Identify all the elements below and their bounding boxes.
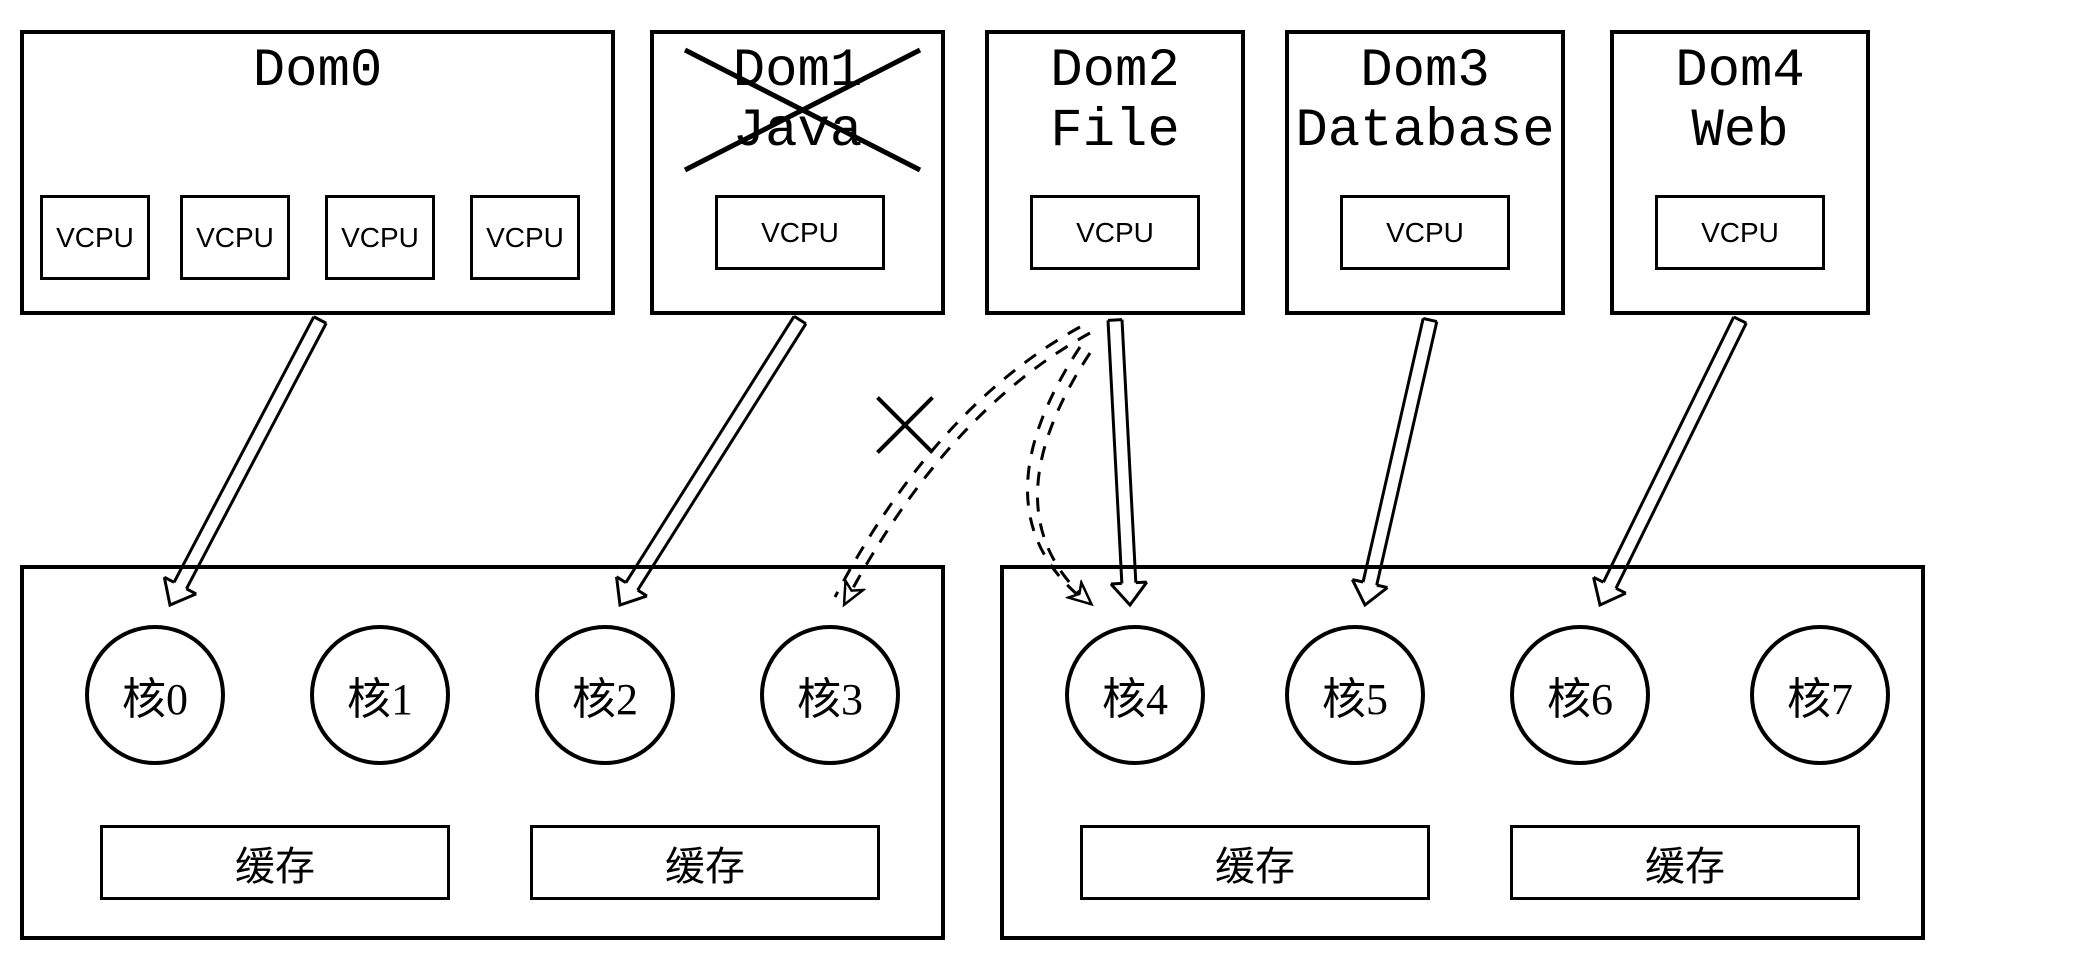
dom0-to-core0 [164,317,326,605]
cache-right-0: 缓存 [1080,825,1430,900]
dom2-sub: File [989,101,1241,162]
dom2-vcpu: VCPU [1030,195,1200,270]
cache-left-0: 缓存 [100,825,450,900]
dom4-sub: Web [1614,101,1866,162]
dom1-sub: Java [654,101,941,162]
dom2-box: Dom2 File [985,30,1245,315]
core-2: 核2 [535,625,675,765]
dom3-to-core5 [1352,318,1436,605]
dom2-to-core3 [835,327,1090,603]
dom4-box: Dom4 Web [1610,30,1870,315]
dom0-vcpu-1: VCPU [180,195,290,280]
dom3-sub: Database [1289,101,1561,162]
dom4-to-core6 [1594,317,1747,605]
dom2-to-core4 [1108,320,1147,605]
core-1: 核1 [310,625,450,765]
core-3: 核3 [760,625,900,765]
dom0-vcpu-0: VCPU [40,195,150,280]
cache-right-1: 缓存 [1510,825,1860,900]
core-5: 核5 [1285,625,1425,765]
dom3-box: Dom3 Database [1285,30,1565,315]
dom1-box: Dom1 Java [650,30,945,315]
dom4-vcpu: VCPU [1655,195,1825,270]
dom1-vcpu: VCPU [715,195,885,270]
core-0: 核0 [85,625,225,765]
core-7: 核7 [1750,625,1890,765]
dom4-title: Dom4 [1614,34,1866,101]
dom2-title: Dom2 [989,34,1241,101]
dom0-vcpu-3: VCPU [470,195,580,280]
cache-left-1: 缓存 [530,825,880,900]
dashed-arrows [835,327,1090,603]
dom3-title: Dom3 [1289,34,1561,101]
dom0-title: Dom0 [24,34,611,101]
dom1-to-core2 [617,316,806,605]
core-4: 核4 [1065,625,1205,765]
dom3-vcpu: VCPU [1340,195,1510,270]
solid-arrows [164,316,1746,605]
dom1-title: Dom1 [654,34,941,101]
dom0-vcpu-2: VCPU [325,195,435,280]
core-6: 核6 [1510,625,1650,765]
